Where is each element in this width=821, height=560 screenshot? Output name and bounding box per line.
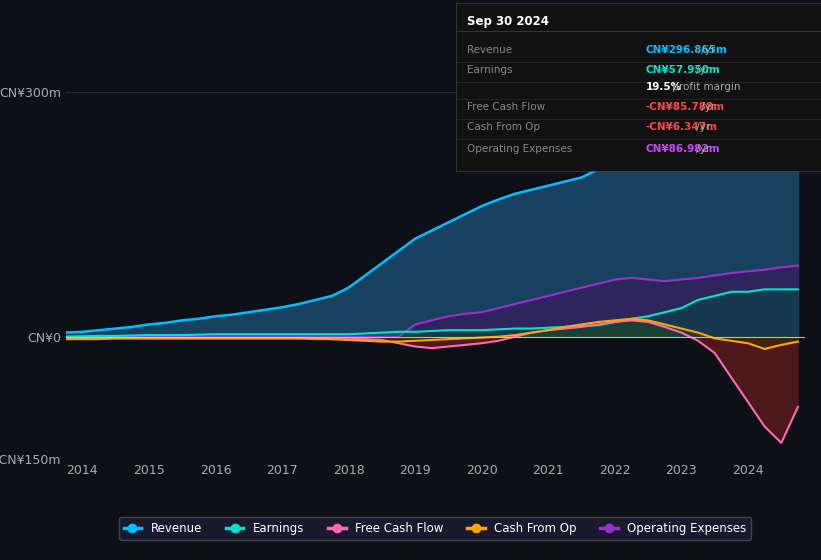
Text: Free Cash Flow: Free Cash Flow <box>466 102 545 112</box>
Text: Revenue: Revenue <box>466 45 511 55</box>
Text: Operating Expenses: Operating Expenses <box>466 144 572 154</box>
Text: /yr: /yr <box>693 144 710 154</box>
Text: Cash From Op: Cash From Op <box>466 122 539 132</box>
Text: Earnings: Earnings <box>466 65 512 75</box>
Text: CN¥296.865m: CN¥296.865m <box>645 45 727 55</box>
Text: CN¥57.950m: CN¥57.950m <box>645 65 720 75</box>
Text: CN¥86.982m: CN¥86.982m <box>645 144 720 154</box>
Text: /yr: /yr <box>693 122 710 132</box>
Text: /yr: /yr <box>698 45 715 55</box>
Text: -CN¥85.788m: -CN¥85.788m <box>645 102 725 112</box>
Text: /yr: /yr <box>698 102 715 112</box>
Text: 19.5%: 19.5% <box>645 82 681 92</box>
Text: Sep 30 2024: Sep 30 2024 <box>466 15 548 27</box>
Text: -CN¥6.347m: -CN¥6.347m <box>645 122 718 132</box>
Legend: Revenue, Earnings, Free Cash Flow, Cash From Op, Operating Expenses: Revenue, Earnings, Free Cash Flow, Cash … <box>119 517 751 539</box>
Text: /yr: /yr <box>693 65 710 75</box>
Text: profit margin: profit margin <box>669 82 741 92</box>
